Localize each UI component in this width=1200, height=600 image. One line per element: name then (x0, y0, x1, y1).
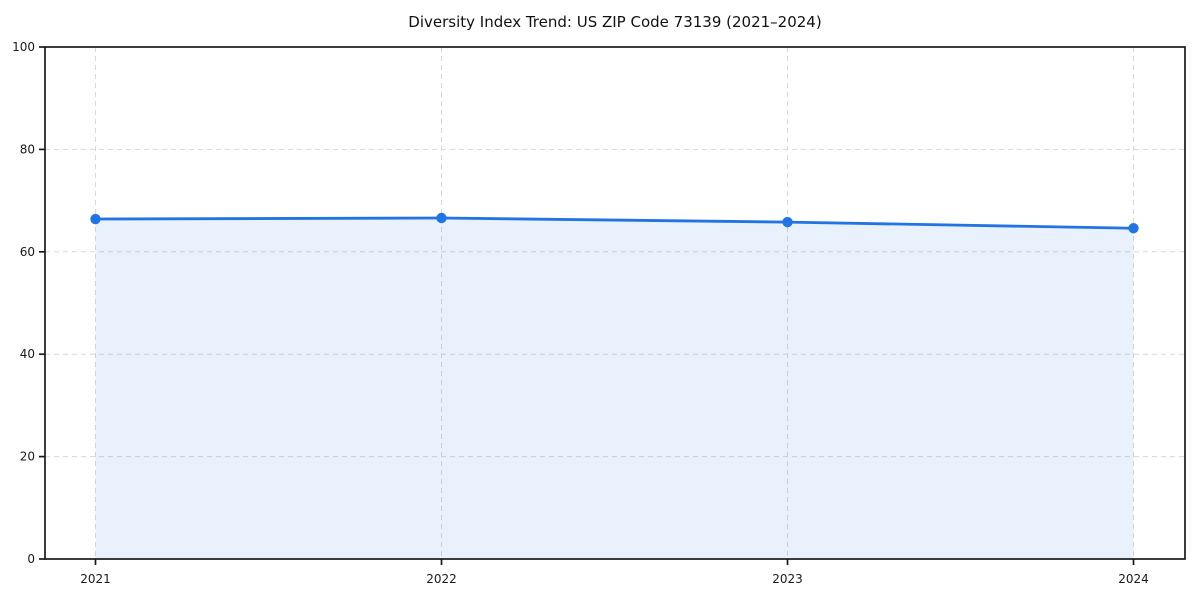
x-tick-label: 2021 (80, 572, 111, 586)
x-tick-label: 2023 (772, 572, 803, 586)
series-line (94, 216, 1135, 230)
data-point-2023 (782, 216, 793, 228)
y-tick-label: 60 (20, 245, 35, 259)
chart-title: Diversity Index Trend: US ZIP Code 73139… (408, 13, 821, 31)
x-tick-label: 2022 (426, 572, 457, 586)
trend-line (94, 216, 1135, 230)
axes-frame (39, 46, 1186, 565)
data-point-2024 (1128, 223, 1139, 234)
data-point-2022 (436, 212, 447, 224)
y-tick-label: 0 (27, 552, 35, 566)
y-tick-label: 80 (20, 142, 35, 156)
y-tick-label: 100 (12, 40, 35, 54)
tick-labels: 0 20 40 60 80 100 2021 2022 2023 2024 (12, 40, 1149, 586)
data-point-2021 (90, 213, 101, 225)
data-points (90, 212, 1139, 234)
plot-border (44, 46, 1186, 560)
area-fill (95, 218, 1134, 559)
y-tick-label: 40 (20, 347, 35, 361)
y-tick-label: 20 (20, 450, 35, 464)
x-tick-label: 2024 (1118, 572, 1149, 586)
series-area-fill (95, 218, 1134, 559)
